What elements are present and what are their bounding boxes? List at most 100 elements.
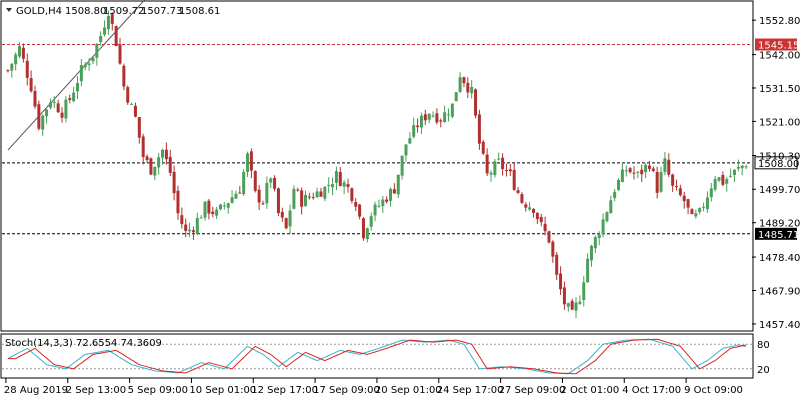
candle [64, 96, 68, 123]
candle-body [736, 166, 740, 169]
candle [578, 295, 582, 305]
candle [682, 191, 686, 209]
candle-body [694, 213, 698, 217]
candle [346, 178, 350, 193]
candle-body [342, 182, 346, 187]
candle-body [396, 174, 400, 195]
candle [532, 208, 536, 218]
candle [404, 144, 408, 162]
candle-body [118, 44, 122, 64]
hline-label-support: 1485.71 [758, 230, 799, 241]
candle-body [33, 90, 37, 107]
candle-body [191, 230, 195, 233]
candle-body [686, 199, 690, 208]
candle-body [218, 204, 222, 210]
candle [172, 165, 176, 201]
candle-body [582, 282, 586, 301]
candle [253, 170, 257, 193]
candle-body [381, 199, 385, 207]
candle-body [543, 223, 547, 232]
candle [655, 166, 659, 199]
candle-body [261, 203, 265, 205]
candle [624, 165, 628, 177]
candle [157, 152, 161, 175]
candle [257, 185, 261, 211]
candle [126, 85, 130, 105]
candle [477, 109, 481, 150]
time-tick-label: 2 Oct 01:00 [560, 385, 619, 396]
candle-body [609, 200, 613, 214]
candle [582, 275, 586, 307]
candle-body [709, 188, 713, 198]
candle [234, 190, 238, 199]
candle-body [276, 188, 280, 214]
candle [87, 58, 91, 71]
candle-body [265, 182, 269, 204]
candle-body [103, 27, 107, 35]
price-tick-label: 1499.70 [759, 185, 800, 196]
header-symbol: GOLD,H4 [16, 6, 62, 17]
candle [323, 186, 327, 202]
candle-body [126, 87, 130, 103]
candle-body [690, 209, 694, 215]
candle-body [215, 209, 219, 216]
candle [327, 177, 331, 193]
price-tick-label: 1467.90 [759, 287, 800, 298]
candle-body [570, 300, 574, 310]
candle-body [114, 26, 118, 47]
candle [705, 191, 709, 213]
header-low: 1507.73 [141, 6, 182, 17]
candle-body [304, 194, 308, 207]
time-tick-label: 27 Sep 09:00 [499, 385, 566, 396]
candle [497, 152, 501, 161]
candle [280, 207, 284, 222]
candle [617, 178, 621, 192]
candle-body [184, 224, 188, 231]
candle-body [188, 229, 192, 232]
candle [620, 162, 624, 183]
candle-body [257, 189, 261, 203]
candle-body [667, 159, 671, 175]
candle-body [474, 89, 478, 116]
candle [504, 163, 508, 177]
candle-body [446, 114, 450, 116]
candle [725, 176, 729, 192]
chevron-down-icon[interactable] [6, 8, 12, 12]
price-tick-label: 1489.20 [759, 219, 800, 230]
candle-body [477, 114, 481, 144]
candle [435, 108, 439, 125]
candle [110, 12, 114, 31]
candle-body [45, 109, 49, 117]
candle [242, 169, 246, 196]
price-axis: 1552.80 1542.00 1531.50 1521.00 1510.30 1499.… [752, 16, 800, 331]
candle-body [68, 98, 72, 100]
candle-body [729, 175, 733, 177]
candle [238, 185, 242, 194]
candle-body [164, 149, 168, 160]
time-tick-label: 17 Sep 09:00 [313, 385, 380, 396]
candle-body [466, 82, 470, 93]
candle [230, 190, 234, 204]
time-tick-label: 28 Aug 2019 [4, 385, 68, 396]
candle-body [338, 172, 342, 186]
candle-body [373, 204, 377, 216]
candle-body [95, 43, 99, 58]
candle-body [589, 245, 593, 261]
candle-body [161, 149, 165, 158]
candle-body [72, 92, 76, 102]
candle-body [253, 171, 257, 191]
candle-body [613, 191, 617, 199]
candle-body [145, 156, 149, 161]
candle-body [377, 205, 381, 207]
candle-body [725, 179, 729, 184]
candle [574, 297, 578, 318]
candle-body [547, 231, 551, 243]
stoch-level-20: 20 [757, 365, 770, 376]
candle-body [75, 82, 79, 92]
candle [392, 183, 396, 194]
candle-body [141, 136, 145, 158]
candle-body [6, 70, 10, 72]
candle [68, 94, 72, 104]
candle-body [110, 14, 114, 24]
